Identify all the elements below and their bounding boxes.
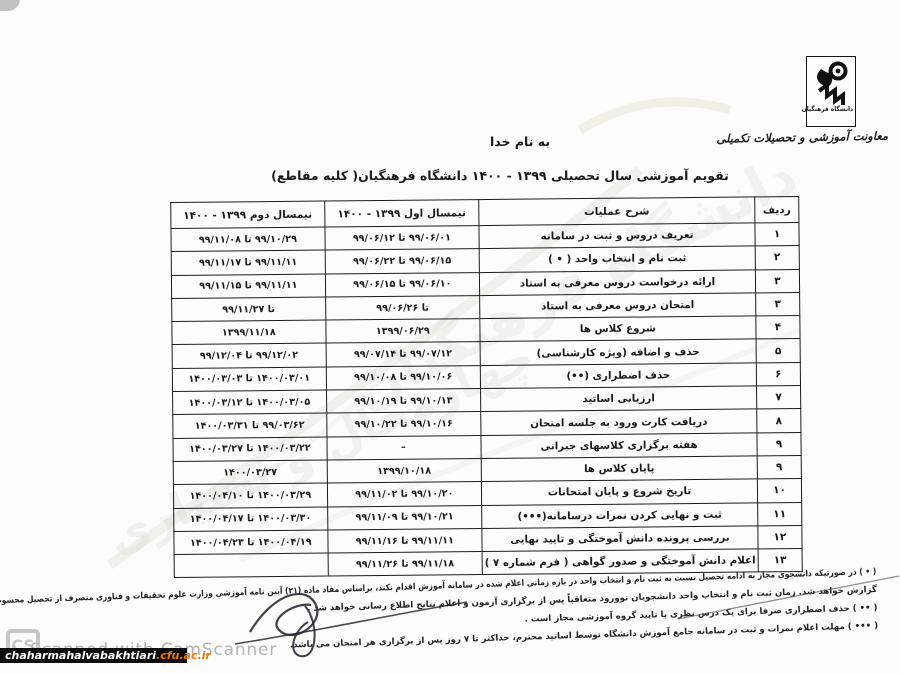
- semester1-cell: تا ۹۹/۰۶/۲۶: [325, 295, 480, 321]
- operation-cell: ارزیابی اساتید: [480, 385, 757, 412]
- semester2-cell: ۱۴۰۰/۰۳/۲۹ تا ۱۴۰۰/۰۴/۱۰: [173, 483, 328, 509]
- row-number: ۶: [756, 362, 801, 386]
- row-number: ۹: [756, 432, 802, 456]
- operation-cell: ارائه درخواست دروس معرفی به استاد: [479, 269, 756, 296]
- semester1-cell: ۹۹/۱۱/۱۱ تا ۹۹/۱۱/۱۶: [327, 528, 483, 554]
- row-number: ۹: [757, 455, 802, 480]
- semester1-cell: –: [326, 435, 482, 461]
- semester1-cell: ۹۹/۱۰/۲۰ تا ۹۹/۱۱/۰۲: [327, 481, 482, 507]
- semester2-cell: ۹۹/۱۰/۲۹ تا ۹۹/۱۱/۰۸: [170, 227, 325, 252]
- operation-cell: امتحان دروس معرفی به استاد: [479, 292, 756, 319]
- university-logo: دانشگاه فرهنگیان: [801, 56, 856, 127]
- semester2-cell: ۹۹/۰۳/۶۲ تا ۱۴۰۰/۰۳/۳۱: [172, 413, 327, 439]
- semester1-cell: ۹۹/۰۶/۱۵ تا ۹۹/۰۶/۲۲: [324, 248, 480, 274]
- site-domain-banner: chaharmahalvabakhtiari .cfu.ac.ir: [0, 648, 211, 663]
- col-header-semester1: نیمسال اول ۱۳۹۹ - ۱۴۰۰: [324, 199, 479, 228]
- row-number: ۵: [755, 338, 801, 363]
- operation-cell: هفته برگزاری کلاسهای جبرانی: [481, 432, 758, 459]
- semester1-cell: ۹۹/۱۰/۲۱ تا ۹۹/۱۱/۰۹: [327, 505, 482, 530]
- semester1-cell: ۹۹/۰۷/۱۲ تا ۹۹/۰۷/۱۴: [325, 342, 481, 367]
- semester1-cell: ۱۳۹۹/۱۰/۱۸: [326, 458, 482, 484]
- row-number: ۱۱: [757, 502, 802, 526]
- domain-suffix: .cfu.ac.ir: [156, 649, 211, 662]
- semester2-cell: ۱۴۰۰/۰۴/۱۹ تا ۱۴۰۰/۰۴/۲۳: [173, 529, 328, 555]
- row-number: ۱۲: [757, 525, 803, 550]
- semester1-cell: ۹۹/۱۰/۰۶ تا ۹۹/۱۰/۰۸: [325, 365, 481, 391]
- semester2-cell: ۱۴۰۰/۰۳/۰۱ تا ۱۴۰۰/۰۳/۰۳: [172, 366, 327, 392]
- semester2-cell: ۱۴۰۰/۰۳/۳۰ تا ۱۴۰۰/۰۴/۱۷: [173, 506, 328, 532]
- semester2-cell: ۱۴۰۰/۰۳/۰۵ تا ۱۴۰۰/۰۳/۱۲: [172, 390, 327, 415]
- semester2-cell: تا ۹۹/۱۱/۲۷: [171, 296, 326, 322]
- operation-cell: ثبت نام و انتخاب واحد ( • ): [479, 246, 756, 273]
- operation-cell: دریافت کارت ورود به جلسه امتحان: [480, 409, 757, 436]
- row-number: ۳: [755, 269, 800, 293]
- row-number: ۸: [756, 408, 801, 433]
- semester1-cell: ۹۹/۱۰/۱۳ تا ۹۹/۱۰/۱۹: [326, 388, 481, 414]
- semester2-cell: [174, 553, 328, 578]
- domain-name: chaharmahalvabakhtiari: [5, 649, 157, 662]
- scan-corner-smudge: [0, 0, 20, 11]
- operation-cell: بررسی پرونده دانش آموختگی و تایید نهایی: [481, 525, 758, 552]
- row-number: ۷: [756, 385, 801, 410]
- semester2-cell: ۹۹/۱۱/۱۱ تا ۹۹/۱۱/۱۵: [171, 273, 326, 299]
- semester1-cell: ۹۹/۱۰/۱۶ تا ۹۹/۱۰/۲۲: [326, 411, 482, 437]
- operation-cell: حذف و اضافه (ویژه کارشناسی): [480, 339, 757, 366]
- university-name: دانشگاه فرهنگیان: [801, 105, 854, 113]
- col-header-semester2: نیمسال دوم ۱۳۹۹ - ۱۴۰۰: [170, 201, 325, 229]
- semester2-cell: ۱۴۰۰/۰۳/۲۲ تا ۱۴۰۰/۰۳/۲۷: [172, 436, 327, 462]
- semester1-cell: ۹۹/۱۱/۱۸ تا ۹۹/۱۱/۲۶: [327, 551, 483, 577]
- row-number: ۱۰: [757, 478, 802, 503]
- row-number: ۲: [755, 245, 800, 270]
- semester2-cell: ۱۴۰۰/۰۳/۲۷: [173, 460, 328, 485]
- row-number: ۱: [754, 222, 800, 247]
- operation-cell: شروع کلاس ها: [479, 316, 756, 343]
- bismillah-heading: به نام خدا: [489, 134, 551, 149]
- operation-cell: تاریخ شروع و پایان امتحانات: [481, 479, 758, 506]
- semester1-cell: ۱۳۹۹/۰۶/۲۹: [325, 318, 481, 344]
- operation-cell: ثبت و نهایی کردن نمرات درسامانه(•••): [481, 502, 758, 529]
- col-header-operation: شرح عملیات: [478, 196, 755, 226]
- department-name: معاونت آموزشی و تحصیلات تکمیلی: [716, 128, 889, 146]
- university-emblem-icon: [817, 61, 848, 105]
- semester1-cell: ۹۹/۰۶/۰۱ تا ۹۹/۰۶/۱۲: [324, 225, 480, 251]
- operation-cell: پایان کلاس ها: [481, 455, 758, 482]
- academic-calendar-table: ردیف شرح عملیات نیمسال اول ۱۳۹۹ - ۱۴۰۰ ن…: [170, 195, 803, 579]
- document-title: تقویم آموزشی سال تحصیلی ۱۳۹۹ - ۱۴۰۰ دانش…: [271, 168, 729, 183]
- operation-cell: تعریف دروس و ثبت در سامانه: [478, 222, 756, 249]
- semester2-cell: ۱۳۹۹/۱۱/۱۸: [171, 320, 326, 346]
- row-number: ۳: [755, 292, 800, 317]
- semester1-cell: ۹۹/۰۶/۱۰ تا ۹۹/۰۶/۱۵: [325, 272, 480, 297]
- row-number: ۴: [755, 315, 801, 340]
- operation-cell: حذف اضطراری (••): [480, 362, 757, 389]
- col-header-row-number: ردیف: [754, 196, 799, 223]
- semester2-cell: ۹۹/۱۲/۰۲ تا ۹۹/۱۲/۰۴: [172, 343, 326, 369]
- semester2-cell: ۹۹/۱۱/۱۱ تا ۹۹/۱۱/۱۷: [171, 250, 326, 276]
